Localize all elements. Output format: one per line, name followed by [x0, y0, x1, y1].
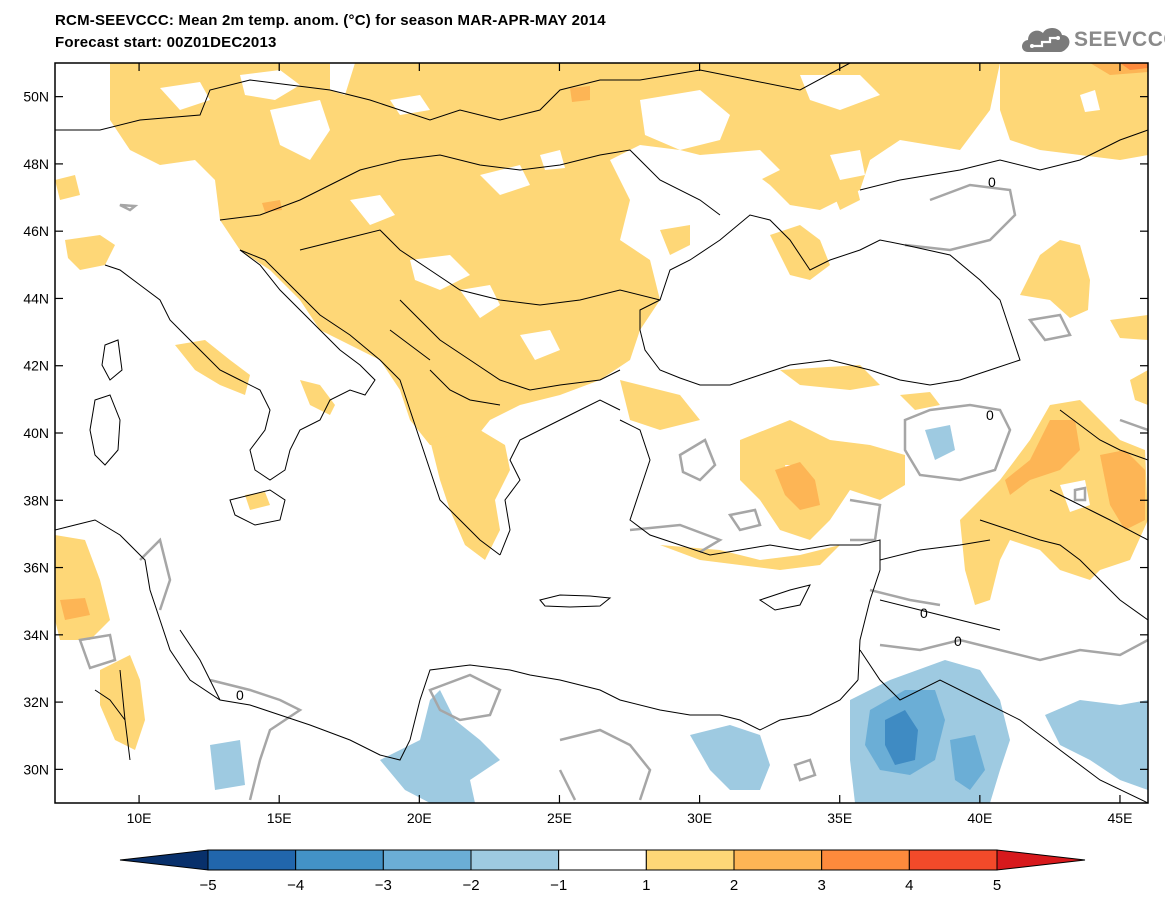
colorbar-swatch	[470, 849, 560, 871]
lon-tick-label: 25E	[547, 810, 572, 826]
latitude-ticks: 50N 48N 46N 44N 42N 40N 38N 36N 34N 32N 30N	[23, 89, 1148, 777]
longitude-ticks: 10E 15E 20E 25E 30E 35E 40E 45E	[127, 63, 1133, 826]
cold-anomaly-very-strong	[885, 710, 918, 765]
colorbar-label: 3	[817, 877, 825, 894]
warm-region-italy-north	[65, 235, 115, 270]
warm-region-azov	[830, 180, 860, 210]
lon-tick-label: 15E	[267, 810, 292, 826]
contour-label-0d: 0	[954, 633, 962, 649]
warm-region-east	[1000, 63, 1148, 160]
warm-region-libya-west	[100, 655, 145, 750]
lat-tick-label: 32N	[23, 694, 49, 710]
corsica	[101, 339, 123, 381]
colorbar-label: −3	[375, 877, 392, 894]
lat-tick-label: 30N	[23, 761, 49, 777]
warm-region-italy-east	[300, 380, 335, 415]
warm-region-anatolia-north	[780, 365, 880, 390]
map-title: RCM-SEEVCCC: Mean 2m temp. anom. (°C) fo…	[55, 12, 606, 29]
colorbar-label: 5	[993, 877, 1001, 894]
lat-tick-label: 40N	[23, 425, 49, 441]
colorbar-label: 2	[730, 877, 738, 894]
lon-tick-label: 30E	[687, 810, 712, 826]
italy-outline	[104, 249, 376, 481]
lon-tick-label: 35E	[827, 810, 852, 826]
lon-tick-label: 10E	[127, 810, 152, 826]
forecast-start: Forecast start: 00Z01DEC2013	[55, 34, 277, 51]
lat-tick-label: 44N	[23, 290, 49, 306]
colorbar-swatch	[821, 849, 910, 871]
colorbar-labels: −5 −4 −3 −2 −1 1 2 3 4 5	[199, 877, 1001, 894]
sicily	[229, 489, 286, 526]
anomaly-map: 0 0 0 0 0 50N 48N 46N 44N 42N 40N 38N 36N 34N 32N…	[23, 62, 1149, 826]
colorbar-swatch	[645, 849, 735, 871]
warm-region-crimea	[770, 225, 830, 280]
logo-text: SEEVCCC	[1074, 28, 1165, 51]
warm-region-east-mid	[1130, 370, 1148, 405]
colorbar-high-triangle	[996, 849, 1086, 871]
colorbar-label: −4	[287, 877, 304, 894]
lat-tick-label: 36N	[23, 560, 49, 576]
contour-label-0c: 0	[920, 605, 928, 621]
crete	[539, 594, 612, 608]
country-borders	[55, 63, 1148, 803]
colorbar-swatch	[558, 849, 647, 871]
contour-label-0e: 0	[236, 687, 244, 703]
turkey-south-coast	[619, 419, 881, 681]
colorbar-swatch	[382, 849, 472, 871]
colorbar-label: −1	[550, 877, 567, 894]
border-lines-east	[94, 129, 1148, 803]
lon-tick-label: 40E	[967, 810, 992, 826]
levant-africa-coast	[55, 519, 859, 761]
colorbar-label: −2	[462, 877, 479, 894]
colorbar-label: −5	[199, 877, 216, 894]
warm-region-black-sea-west	[660, 225, 690, 255]
warm-region-greece	[430, 430, 510, 560]
lat-tick-label: 42N	[23, 358, 49, 374]
lat-tick-label: 34N	[23, 627, 49, 643]
lat-tick-label: 50N	[23, 89, 49, 105]
warm-region-caucasus	[960, 400, 1148, 605]
warm-region-italy-south	[175, 340, 250, 395]
greece-aegean-coast	[499, 399, 621, 556]
warm-region-east-steppe	[1020, 240, 1090, 318]
lon-tick-label: 20E	[407, 810, 432, 826]
warm-region-central-east-europe	[110, 63, 1000, 445]
warm-anomaly-very-strong	[1120, 63, 1148, 70]
cloud-logo-icon	[1022, 27, 1070, 52]
border-lines-central-europe	[55, 63, 851, 131]
lat-tick-label: 46N	[23, 223, 49, 239]
black-sea-coast	[639, 214, 1021, 386]
warm-region-anatolia-coast	[620, 380, 700, 430]
contour-label-0: 0	[988, 174, 996, 190]
colorbar-low-triangle	[119, 849, 209, 871]
warm-region-western-mid	[55, 175, 80, 200]
colorbar-swatch	[908, 849, 998, 871]
colorbar-swatch	[207, 849, 297, 871]
warm-region-anatolia-ne	[900, 392, 940, 410]
sardinia	[89, 394, 121, 466]
cyprus	[758, 584, 811, 611]
colorbar-swatches	[119, 849, 1086, 871]
warm-region-south-turkey	[660, 545, 840, 570]
colorbar-label: 1	[642, 877, 650, 894]
warm-region-anatolia-central	[740, 420, 905, 540]
colorbar: −5 −4 −3 −2 −1 1 2 3 4 5	[119, 849, 1086, 894]
lon-tick-label: 45E	[1108, 810, 1133, 826]
colorbar-swatch	[733, 849, 823, 871]
warm-region-sicily	[245, 492, 270, 510]
colorbar-label: 4	[905, 877, 913, 894]
contour-label-0b: 0	[986, 407, 994, 423]
border-lines-balkans	[219, 149, 721, 406]
adriatic-east-coast	[239, 249, 501, 556]
warm-region-east-edge	[1110, 315, 1148, 340]
seevccc-logo: SEEVCCC	[1018, 22, 1165, 56]
warm-anomaly-fields	[55, 63, 1148, 750]
zero-contours	[78, 183, 1148, 801]
colorbar-swatch	[295, 849, 384, 871]
lat-tick-label: 38N	[23, 492, 49, 508]
lat-tick-label: 48N	[23, 156, 49, 172]
